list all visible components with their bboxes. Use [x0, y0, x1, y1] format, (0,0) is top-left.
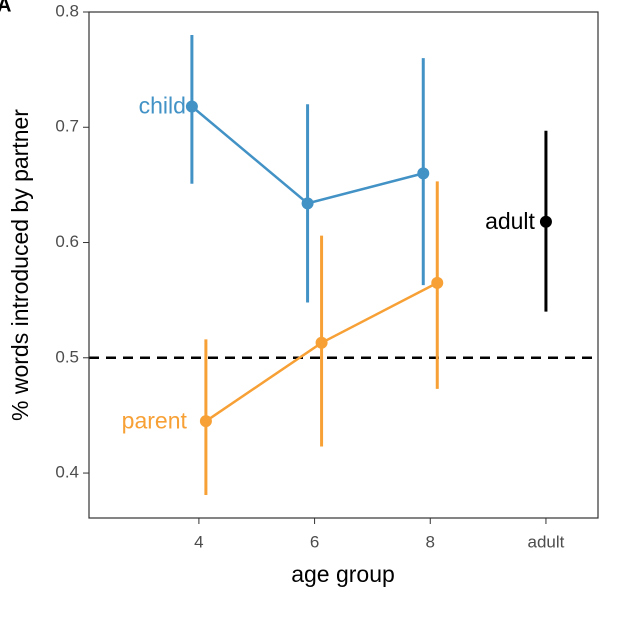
series-label: child — [139, 93, 186, 119]
y-axis-title: % words introduced by partner — [7, 109, 33, 421]
point — [301, 197, 314, 210]
point — [417, 167, 430, 180]
y-tick-label: 0.6 — [55, 232, 79, 251]
series-label: adult — [485, 208, 535, 234]
series-label: parent — [122, 407, 188, 433]
y-tick-label: 0.5 — [55, 347, 79, 366]
point — [539, 215, 552, 228]
y-tick-label: 0.4 — [55, 463, 79, 482]
x-tick-label: adult — [528, 532, 565, 551]
y-tick-label: 0.8 — [55, 1, 79, 20]
y-tick-label: 0.7 — [55, 117, 79, 136]
x-axis-title: age group — [291, 561, 395, 587]
plot-frame — [88, 11, 599, 519]
x-tick-label: 8 — [426, 532, 435, 551]
x-tick-label: 6 — [310, 532, 319, 551]
point — [315, 336, 328, 349]
point — [185, 100, 198, 113]
x-tick-label: 4 — [194, 532, 203, 551]
point — [431, 276, 444, 289]
point — [199, 415, 212, 428]
panel-label: A — [0, 0, 11, 16]
